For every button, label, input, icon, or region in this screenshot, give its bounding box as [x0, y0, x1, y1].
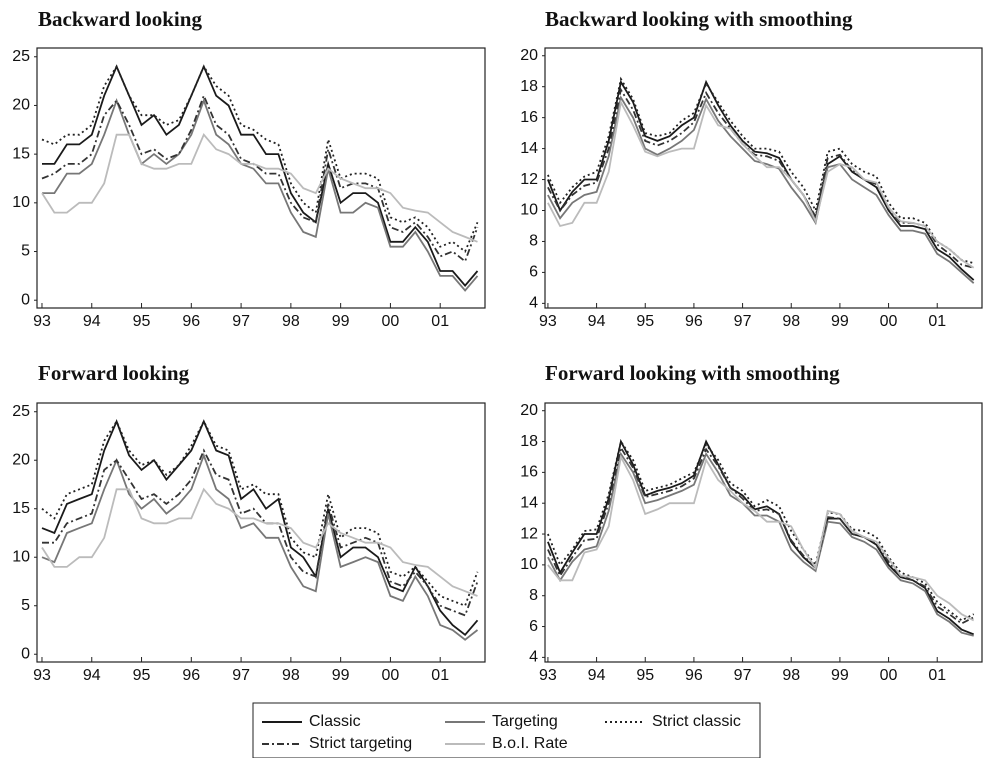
legend-label: Classic [309, 713, 361, 730]
x-tick-label: 95 [133, 313, 151, 330]
y-tick-label: 15 [12, 145, 30, 162]
x-tick-label: 99 [831, 313, 849, 330]
y-tick-label: 0 [21, 291, 30, 308]
y-tick-label: 25 [12, 48, 30, 65]
x-tick-label: 96 [182, 313, 200, 330]
legend-label: Strict targeting [309, 735, 412, 752]
y-tick-label: 0 [21, 645, 30, 662]
series-line [547, 87, 974, 269]
series-line [41, 418, 479, 637]
series-line [547, 79, 975, 281]
x-tick-label: 94 [83, 313, 101, 330]
x-tick-label: 00 [382, 667, 400, 684]
series-line [547, 99, 975, 269]
x-tick-label: 96 [182, 667, 200, 684]
x-tick-label: 93 [33, 667, 51, 684]
y-tick-label: 12 [520, 525, 538, 542]
x-tick-label: 97 [232, 667, 250, 684]
x-tick-label: 00 [382, 313, 400, 330]
x-tick-label: 93 [33, 313, 51, 330]
x-tick-label: 97 [734, 313, 752, 330]
series-line [42, 97, 479, 292]
y-tick-label: 6 [529, 618, 538, 635]
y-tick-label: 10 [520, 556, 538, 573]
y-tick-label: 16 [520, 464, 538, 481]
plot-frame [36, 47, 486, 309]
y-tick-label: 4 [529, 649, 538, 666]
y-tick-label: 5 [21, 243, 30, 260]
x-tick-label: 98 [782, 667, 800, 684]
y-tick-label: 10 [12, 194, 30, 211]
x-tick-label: 97 [232, 313, 250, 330]
y-tick-label: 20 [520, 402, 538, 419]
legend-box [252, 702, 761, 758]
y-tick-label: 25 [12, 403, 30, 420]
x-tick-label: 93 [539, 667, 557, 684]
y-tick-label: 4 [529, 295, 538, 312]
series-line [547, 438, 975, 636]
y-tick-label: 12 [520, 171, 538, 188]
y-tick-label: 18 [520, 433, 538, 450]
y-tick-label: 16 [520, 109, 538, 126]
x-tick-label: 93 [539, 313, 557, 330]
plot-frame [544, 402, 983, 663]
panel-title: Forward looking with smoothing [545, 361, 840, 385]
y-tick-label: 10 [12, 548, 30, 565]
y-tick-label: 20 [12, 97, 30, 114]
y-tick-label: 15 [12, 500, 30, 517]
series-line [547, 445, 975, 625]
x-tick-label: 00 [880, 667, 898, 684]
y-tick-label: 14 [520, 494, 538, 511]
x-tick-label: 96 [685, 313, 703, 330]
series-line [41, 487, 478, 597]
x-tick-label: 99 [332, 313, 350, 330]
y-tick-label: 14 [520, 140, 538, 157]
panel-title: Backward looking [38, 7, 202, 31]
series-line [41, 133, 478, 243]
y-tick-label: 6 [529, 264, 538, 281]
x-tick-label: 98 [782, 313, 800, 330]
legend-label: Targeting [492, 713, 558, 730]
x-tick-label: 98 [282, 667, 300, 684]
x-tick-label: 95 [636, 667, 654, 684]
y-tick-label: 5 [21, 597, 30, 614]
x-tick-label: 94 [83, 667, 101, 684]
y-tick-label: 8 [529, 587, 538, 604]
series-line [547, 454, 975, 622]
plot-frame [36, 402, 486, 663]
legend-label: B.o.I. Rate [492, 735, 568, 752]
series-line [42, 448, 479, 617]
series-line [41, 64, 479, 253]
y-tick-label: 8 [529, 233, 538, 250]
x-tick-label: 95 [133, 667, 151, 684]
series-line [41, 93, 479, 263]
series-line [547, 76, 974, 264]
y-tick-label: 20 [12, 451, 30, 468]
x-tick-label: 99 [332, 667, 350, 684]
x-tick-label: 96 [685, 667, 703, 684]
x-tick-label: 01 [928, 667, 946, 684]
x-tick-label: 95 [636, 313, 654, 330]
x-tick-label: 97 [734, 667, 752, 684]
series-line [41, 452, 479, 641]
panel-title: Backward looking with smoothing [545, 7, 853, 31]
y-tick-label: 10 [520, 202, 538, 219]
series-line [547, 439, 975, 622]
x-tick-label: 99 [831, 667, 849, 684]
x-tick-label: 98 [282, 313, 300, 330]
legend-label: Strict classic [652, 713, 741, 730]
y-tick-label: 18 [520, 78, 538, 95]
x-tick-label: 01 [431, 667, 449, 684]
y-tick-label: 20 [520, 47, 538, 64]
x-tick-label: 94 [588, 667, 606, 684]
x-tick-label: 94 [588, 313, 606, 330]
x-tick-label: 01 [928, 313, 946, 330]
series-line [41, 419, 479, 607]
x-tick-label: 00 [880, 313, 898, 330]
plot-frame [544, 47, 983, 309]
panel-title: Forward looking [38, 361, 190, 385]
x-tick-label: 01 [431, 313, 449, 330]
